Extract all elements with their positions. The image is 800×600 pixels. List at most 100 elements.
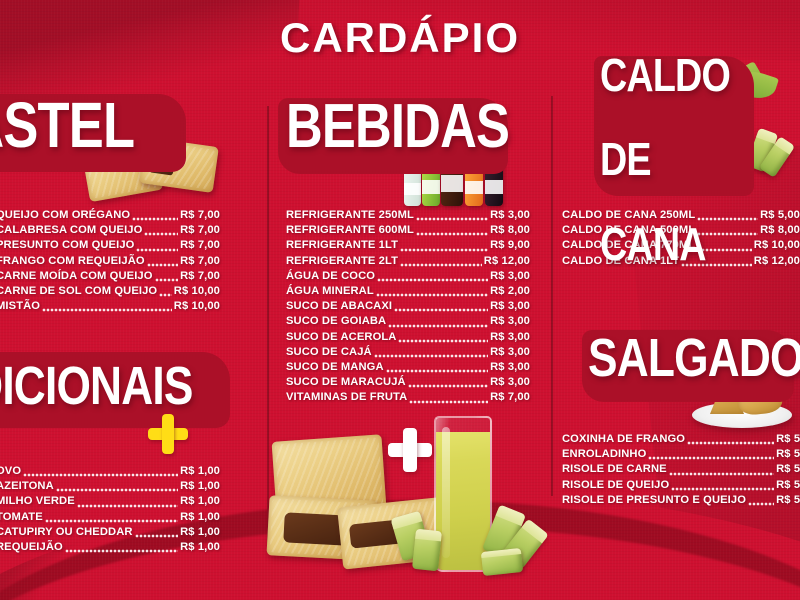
leader-dots [388, 316, 489, 328]
plus-icon [148, 414, 188, 454]
item-name: SUCO DE MANGA [286, 361, 384, 374]
leader-dots [55, 481, 179, 493]
leader-dots [385, 362, 489, 374]
caldo-heading-line3: CANA [600, 217, 707, 270]
list-item: MILHO VERDE R$ 1,00 [0, 494, 220, 509]
item-name: SUCO DE CAJÁ [286, 345, 372, 358]
list-item: TOMATE R$ 1,00 [0, 510, 220, 525]
list-item: CATUPIRY OU CHEDDAR R$ 1,00 [0, 525, 220, 540]
item-name: RISOLE DE PRESUNTO E QUEIJO [562, 493, 747, 506]
item-name: PRESUNTO COM QUEIJO [0, 239, 135, 252]
pastel-price-list: QUEIJO COM ORÉGANO R$ 7,00 CALABRESA COM … [0, 208, 220, 314]
item-name: MISTÃO [0, 300, 41, 313]
item-price: R$ 7,00 [180, 254, 220, 267]
item-price: R$ 7,00 [180, 209, 220, 221]
leader-dots [407, 377, 489, 389]
page-title: CARDÁPIO [279, 14, 520, 61]
leader-dots [44, 511, 179, 523]
list-item: ENROLADINHO R$ 5,00 [562, 447, 800, 462]
item-price: R$ 1,00 [180, 541, 220, 554]
list-item: RISOLE DE QUEIJO R$ 5,00 [562, 478, 800, 493]
list-item: SUCO DE MARACUJÁ R$ 3,00 [286, 375, 530, 390]
list-item: SUCO DE CAJÁ R$ 3,00 [286, 345, 530, 360]
list-item: REFRIGERANTE 2LT R$ 12,00 [286, 254, 530, 269]
bebidas-price-list: REFRIGERANTE 250ML R$ 3,00 REFRIGERANTE 6… [286, 208, 530, 406]
list-item: REFRIGERANTE 600ML R$ 8,00 [286, 223, 530, 238]
section-pastel-heading: PASTEL [0, 92, 240, 178]
leader-dots [159, 286, 172, 298]
item-price: R$ 5,00 [776, 448, 800, 461]
item-price: R$ 1,00 [180, 525, 220, 538]
item-price: R$ 7,00 [490, 391, 530, 404]
item-name: MILHO VERDE [0, 495, 75, 508]
item-name: REFRIGERANTE 600ML [286, 224, 414, 237]
item-name: COXINHA DE FRANGO [562, 433, 686, 445]
item-price: R$ 3,00 [490, 315, 530, 328]
item-price: R$ 3,00 [490, 376, 530, 389]
list-item: RISOLE DE PRESUNTO E QUEIJO R$ 5,00 [562, 493, 800, 508]
item-price: R$ 3,00 [490, 345, 530, 358]
list-item: PRESUNTO COM QUEIJO R$ 7,00 [0, 238, 220, 253]
list-item: CALABRESA COM QUEIJO R$ 7,00 [0, 223, 220, 238]
caldo-heading-line2: DE [600, 133, 652, 186]
leader-dots [671, 479, 775, 491]
item-price: R$ 7,00 [180, 239, 220, 252]
list-item: COXINHA DE FRANGO R$ 5,00 [562, 432, 800, 447]
list-item: SUCO DE ABACAXI R$ 3,00 [286, 299, 530, 314]
list-item: FRANGO COM REQUEIJÃO R$ 7,00 [0, 254, 220, 269]
item-price: R$ 5,00 [776, 493, 800, 506]
item-price: R$ 3,00 [490, 361, 530, 374]
item-price: R$ 3,00 [490, 330, 530, 343]
leader-dots [144, 225, 179, 237]
list-item: REQUEIJÃO R$ 1,00 [0, 540, 220, 555]
item-name: SUCO DE MARACUJÁ [286, 376, 406, 389]
leader-dots [398, 331, 489, 343]
adicionais-heading-text: ADICIONAIS [0, 356, 193, 416]
plus-icon [388, 428, 432, 472]
item-price: R$ 5,00 [776, 463, 800, 476]
leader-dots [375, 286, 489, 298]
item-name: REFRIGERANTE 1LT [286, 239, 399, 252]
leader-dots [416, 225, 489, 237]
list-item: CARNE DE SOL COM QUEIJO R$ 10,00 [0, 284, 220, 299]
leader-dots [697, 210, 759, 222]
item-name: ÁGUA DE COCO [286, 269, 376, 282]
leader-dots [409, 392, 489, 404]
item-name: CATUPIRY OU CHEDDAR [0, 525, 133, 538]
list-item: SUCO DE MANGA R$ 3,00 [286, 360, 530, 375]
list-item: SUCO DE GOIABA R$ 3,00 [286, 314, 530, 329]
list-item: MISTÃO R$ 10,00 [0, 299, 220, 314]
leader-dots [377, 271, 489, 283]
item-price: R$ 2,00 [490, 285, 530, 298]
list-item: ÁGUA DE COCO R$ 3,00 [286, 269, 530, 284]
section-salgados-heading: SALGADOS [580, 328, 800, 416]
leader-dots [64, 542, 179, 554]
leader-dots [136, 240, 179, 252]
list-item: REFRIGERANTE 1LT R$ 9,00 [286, 238, 530, 253]
item-name: REFRIGERANTE 2LT [286, 254, 399, 267]
leader-dots [687, 434, 775, 446]
item-price: R$ 1,00 [180, 495, 220, 508]
item-name: CARNE DE SOL COM QUEIJO [0, 285, 158, 298]
leader-dots [146, 255, 179, 267]
item-price: R$ 5,00 [760, 209, 800, 221]
item-name: REQUEIJÃO [0, 541, 63, 554]
leader-dots [668, 464, 775, 476]
item-name: ÁGUA MINERAL [286, 285, 374, 298]
list-item: QUEIJO COM ORÉGANO R$ 7,00 [0, 208, 220, 223]
leader-dots [23, 466, 179, 478]
item-price: R$ 3,00 [490, 209, 530, 221]
adicionais-price-list: OVO R$ 1,00 AZEITONA R$ 1,00 MILHO VERDE R$… [0, 464, 220, 555]
item-price: R$ 1,00 [180, 465, 220, 477]
item-price: R$ 5,00 [776, 478, 800, 491]
list-item: VITAMINAS DE FRUTA R$ 7,00 [286, 390, 530, 405]
item-name: RISOLE DE QUEIJO [562, 478, 670, 491]
item-name: CALABRESA COM QUEIJO [0, 224, 143, 237]
item-price: R$ 10,00 [173, 285, 220, 298]
leader-dots [748, 495, 775, 507]
leader-dots [648, 449, 775, 461]
item-price: R$ 9,00 [490, 239, 530, 252]
leader-dots [394, 301, 489, 313]
list-item: RISOLE DE CARNE R$ 5,00 [562, 462, 800, 477]
list-item: REFRIGERANTE 250ML R$ 3,00 [286, 208, 530, 223]
